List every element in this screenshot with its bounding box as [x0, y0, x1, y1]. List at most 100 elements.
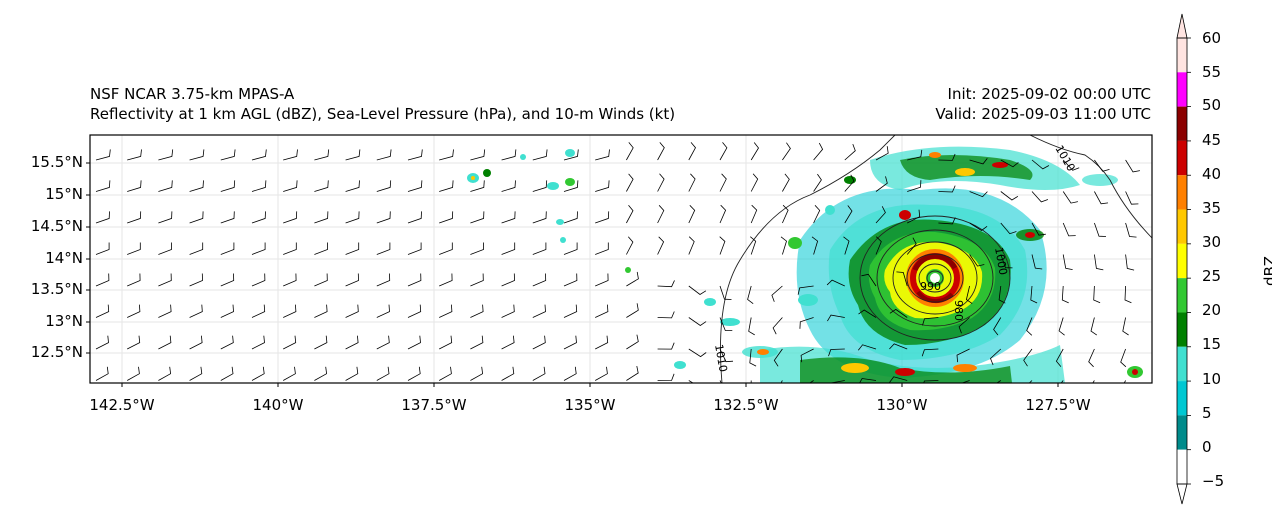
plot-title-right: Init: 2025-09-02 00:00 UTC Valid: 2025-0…	[935, 84, 1151, 124]
wind-barb	[220, 242, 235, 255]
wind-barb	[844, 174, 855, 192]
wind-barb	[407, 304, 422, 318]
wind-barb	[922, 317, 939, 326]
wind-barb	[938, 185, 956, 193]
wind-barb	[907, 149, 923, 161]
wind-barb	[1125, 222, 1137, 238]
lat-tick-label: 13°N	[45, 312, 83, 330]
wind-barb	[993, 317, 1002, 336]
wind-barb	[501, 149, 517, 161]
wind-barb	[858, 309, 877, 318]
wind-barb	[563, 211, 578, 224]
wind-barb	[844, 143, 856, 161]
wind-barb	[501, 180, 516, 192]
wind-barb	[470, 149, 486, 161]
wind-barb	[470, 304, 484, 318]
wind-barb	[938, 217, 956, 225]
wind-barb	[501, 335, 515, 350]
wind-barb	[990, 348, 1002, 366]
lon-tick-label: 130°W	[876, 396, 928, 414]
wind-barb	[501, 366, 515, 381]
wind-barb	[189, 304, 203, 318]
wind-barb	[719, 285, 732, 300]
wind-barb	[1125, 191, 1139, 205]
wind-barb	[688, 142, 696, 161]
wind-barb	[314, 366, 328, 381]
wind-barb	[314, 180, 329, 192]
wind-barb	[906, 237, 917, 255]
wind-barb	[251, 211, 266, 224]
colorbar-bin	[1177, 312, 1187, 347]
lat-tick-label: 15°N	[45, 185, 83, 203]
wind-barb	[1120, 348, 1127, 368]
wind-barb	[532, 149, 548, 161]
wind-barb	[127, 304, 141, 318]
wind-barb	[1094, 222, 1107, 237]
wind-barb	[1055, 348, 1064, 367]
wind-barbs	[95, 142, 1140, 383]
wind-barb	[189, 149, 205, 161]
wind-barb	[189, 180, 204, 192]
wind-barb	[797, 285, 814, 295]
wind-barb	[563, 366, 577, 381]
wind-barb	[376, 335, 390, 350]
colorbar-bin	[1177, 140, 1187, 176]
wind-barb	[719, 173, 727, 192]
wind-barb	[158, 335, 172, 350]
wind-barb	[501, 242, 516, 255]
colorbar-bin	[1177, 38, 1187, 73]
wind-barb	[1062, 254, 1073, 270]
wind-barb	[969, 191, 988, 198]
wind-barb	[563, 335, 577, 350]
wind-barb	[563, 149, 579, 161]
wind-barb	[470, 211, 485, 224]
wind-barb	[965, 285, 973, 304]
wind-barb	[1093, 285, 1101, 304]
wind-barb	[1094, 191, 1109, 205]
wind-barb	[956, 348, 970, 363]
wind-barb	[688, 348, 707, 358]
wind-barb	[283, 180, 298, 192]
wind-barb	[407, 335, 421, 350]
wind-barb	[314, 211, 329, 224]
wind-barb	[439, 273, 453, 287]
wind-barb	[439, 304, 453, 318]
wind-barb	[595, 366, 608, 381]
colorbar-tick-label: 30	[1202, 233, 1222, 251]
lon-tick-label: 132.5°W	[713, 396, 779, 414]
wind-barb	[688, 205, 696, 224]
wind-barb	[563, 304, 578, 318]
contour-label: 990	[920, 280, 941, 293]
wind-barb	[1000, 222, 1017, 235]
wind-barb	[1094, 159, 1110, 172]
wind-barb	[220, 180, 236, 192]
wind-barb	[345, 242, 360, 255]
wind-barb	[782, 142, 791, 161]
wind-barb	[1088, 348, 1095, 368]
wind-barb	[314, 242, 328, 255]
wind-barb	[158, 366, 172, 381]
colorbar-bin	[1177, 449, 1187, 484]
wind-barb	[830, 380, 845, 383]
wind-barb	[283, 366, 296, 381]
contour-label: 1010	[712, 343, 730, 373]
wind-barb	[376, 304, 390, 318]
wind-barb	[595, 180, 610, 192]
wind-barb	[95, 335, 109, 350]
wind-barb	[220, 211, 235, 224]
wind-barb	[439, 180, 454, 192]
wind-barb	[158, 273, 172, 287]
contour-label: 1000	[992, 246, 1010, 276]
wind-barb	[750, 204, 758, 224]
wind-barb	[782, 173, 790, 192]
wind-barb	[811, 236, 819, 255]
wind-barb	[158, 149, 174, 161]
wind-barb	[1031, 159, 1050, 170]
wind-barb	[220, 273, 235, 287]
wind-barb	[345, 304, 359, 318]
wind-barb	[688, 236, 695, 255]
wind-barb	[470, 366, 484, 381]
colorbar-extend-max	[1176, 13, 1188, 39]
colorbar-tick-label: 20	[1202, 301, 1222, 319]
wind-barb	[95, 242, 110, 255]
